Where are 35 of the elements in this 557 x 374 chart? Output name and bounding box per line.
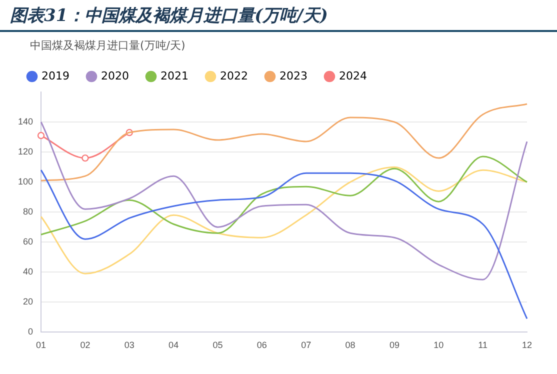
x-tick-label: 06 — [256, 340, 267, 350]
x-tick-label: 01 — [36, 340, 46, 350]
x-tick-label: 07 — [301, 340, 312, 350]
legend-label: 2023 — [279, 69, 308, 82]
legend-label: 2022 — [220, 69, 248, 82]
legend-label: 2019 — [42, 69, 70, 82]
x-tick-label: 04 — [168, 340, 179, 350]
x-tick-label: 08 — [345, 340, 356, 350]
chart-title: 图表31：中国煤及褐煤月进口量(万吨/天) — [0, 0, 557, 32]
x-tick-label: 05 — [212, 340, 223, 350]
x-tick-label: 10 — [434, 340, 444, 350]
y-tick-label: 140 — [18, 116, 34, 127]
y-tick-label: 120 — [18, 146, 34, 157]
x-tick-label: 03 — [124, 340, 134, 350]
point — [82, 154, 89, 162]
x-tick-label: 11 — [478, 340, 488, 350]
y-tick-label: 80 — [23, 206, 34, 217]
line-series — [40, 156, 528, 236]
x-tick-label: 09 — [389, 340, 400, 350]
line-series — [40, 169, 528, 320]
y-tick-label: 100 — [18, 176, 34, 187]
x-tick-label: 12 — [522, 340, 532, 350]
x-tick-label: 02 — [80, 340, 90, 350]
y-tick-label: 60 — [23, 236, 34, 247]
line-series — [40, 121, 528, 280]
point — [37, 132, 45, 140]
legend-label: 2020 — [100, 69, 129, 82]
y-tick-label: 0 — [28, 326, 34, 337]
line-series — [40, 103, 528, 182]
legend-label: 2021 — [160, 69, 188, 82]
y-tick-label: 20 — [23, 296, 34, 307]
legend-label: 2024 — [338, 69, 367, 82]
y-tick-label: 40 — [23, 266, 34, 277]
line-series — [40, 166, 528, 274]
chart-subtitle: 中国煤及褐煤月进口量(万吨/天) — [29, 38, 186, 53]
